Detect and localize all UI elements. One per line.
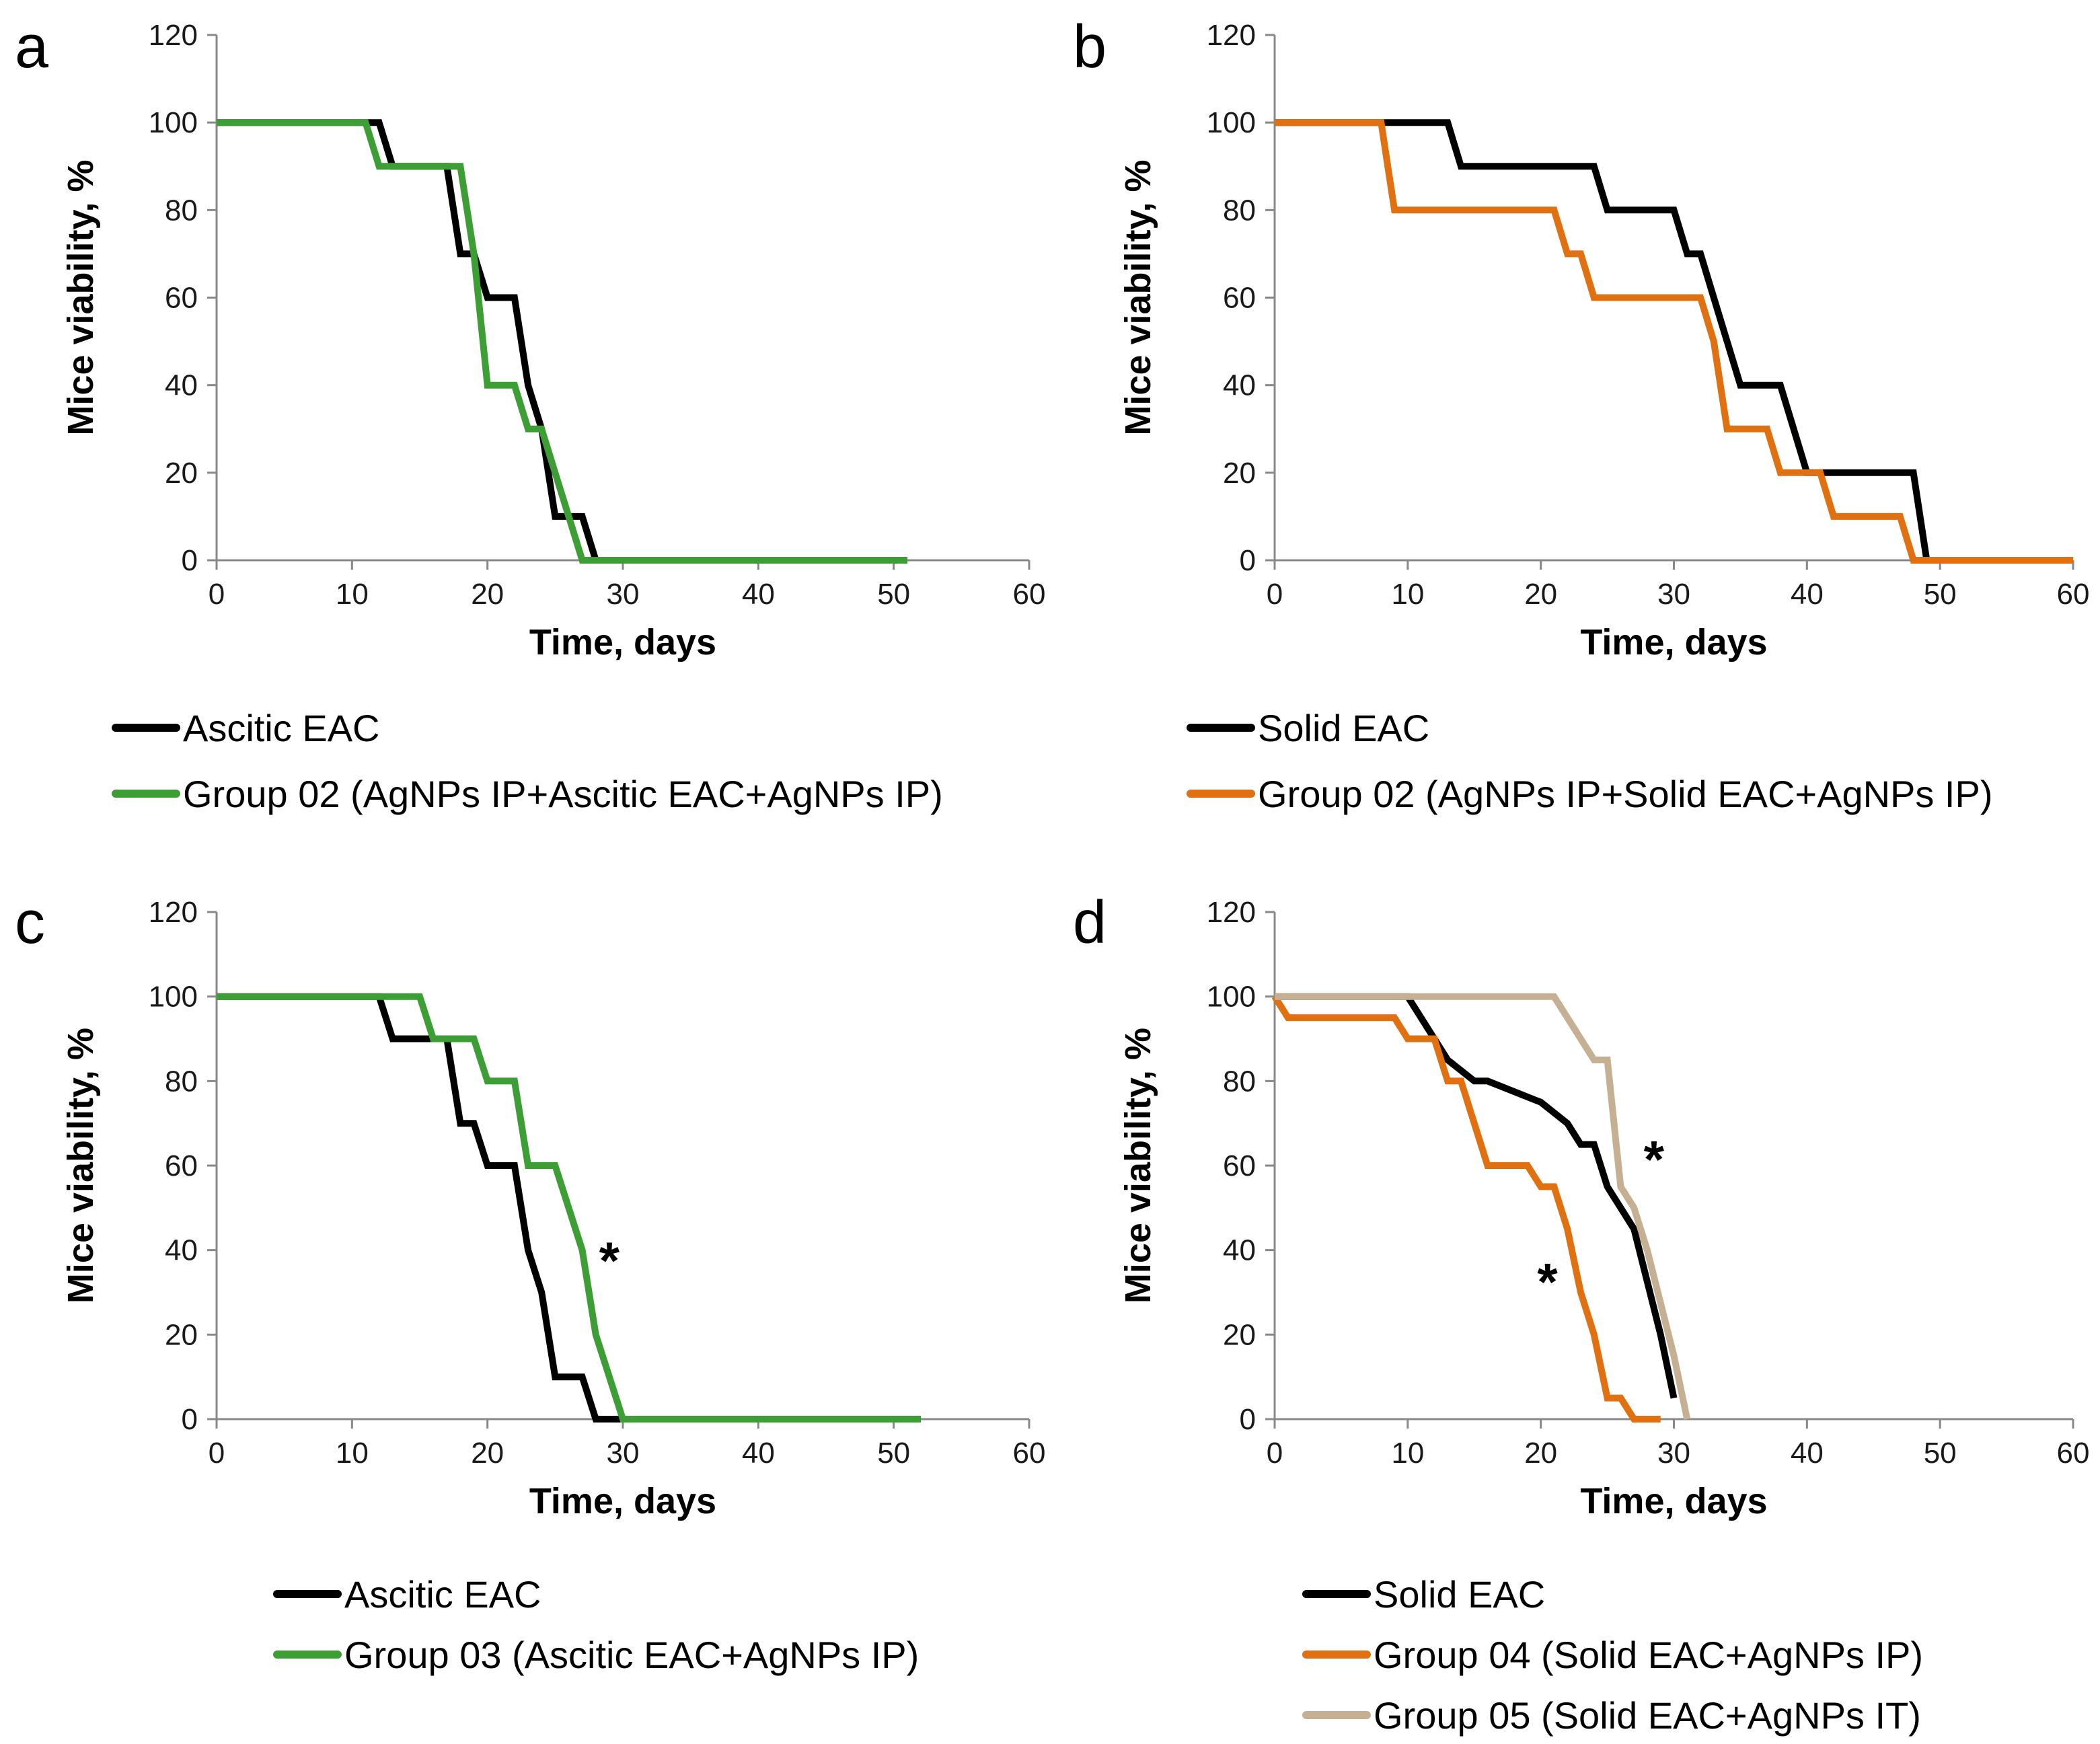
series-line-2	[1275, 119, 2073, 564]
legend-label: Solid EAC	[1258, 707, 1429, 749]
y-tick-label: 60	[1223, 1149, 1256, 1182]
y-tick-label: 0	[182, 1403, 198, 1436]
x-tick-label: 50	[1924, 1437, 1957, 1470]
chart-panel-a: a 0 20 40 60 80 100 120 0 10 20 30 40 50 60 Time, days M…	[15, 13, 1045, 815]
legend-label: Ascitic EAC	[183, 707, 380, 749]
x-axis-title: Time, days	[1580, 622, 1767, 662]
legend-label: Group 02 (AgNPs IP+Ascitic EAC+AgNPs IP)	[183, 773, 943, 815]
x-axis-title: Time, days	[529, 622, 716, 662]
y-tick-label: 120	[1207, 896, 1256, 929]
x-tick-label: 60	[1013, 1437, 1046, 1470]
y-tick-label: 20	[165, 1318, 198, 1351]
y-tick-label: 20	[165, 457, 198, 490]
x-tick-label: 0	[209, 1437, 225, 1470]
x-tick-label: 30	[607, 578, 640, 611]
y-tick-label: 80	[165, 194, 198, 227]
legend-label: Ascitic EAC	[344, 1573, 541, 1616]
y-tick-label: 120	[149, 19, 198, 52]
y-tick-label: 20	[1223, 457, 1256, 490]
y-tick-label: 40	[165, 369, 198, 402]
y-tick-label: 80	[165, 1065, 198, 1098]
panel-letter: a	[15, 13, 49, 81]
y-tick-label: 80	[1223, 1065, 1256, 1098]
y-axis-title: Mice viability, %	[1118, 1028, 1158, 1303]
x-tick-label: 20	[471, 578, 504, 611]
x-tick-label: 10	[1391, 1437, 1424, 1470]
series-line-1	[1275, 993, 1678, 1399]
x-tick-label: 0	[1267, 1437, 1283, 1470]
x-tick-label: 10	[1391, 578, 1424, 611]
series-line-1	[217, 993, 921, 1423]
x-tick-label: 0	[1267, 578, 1283, 611]
x-tick-label: 10	[336, 1437, 369, 1470]
y-tick-label: 100	[1207, 106, 1256, 139]
x-tick-label: 40	[742, 578, 775, 611]
panel-letter: c	[15, 889, 45, 956]
x-tick-label: 60	[2057, 578, 2090, 611]
y-tick-label: 100	[149, 981, 198, 1014]
x-tick-label: 50	[877, 1437, 910, 1470]
y-tick-label: 60	[165, 1149, 198, 1182]
y-tick-label: 60	[1223, 282, 1256, 315]
y-tick-label: 0	[182, 544, 198, 577]
series-line-2	[1271, 995, 1661, 1423]
x-tick-label: 0	[209, 578, 225, 611]
y-axis-title: Mice viability, %	[61, 159, 101, 435]
chart-panel-c: c 0 20 40 60 80 100 120 0 10 20 30 40 50 60 Time, days M…	[15, 889, 1045, 1676]
chart-panel-b: b 0 20 40 60 80 100 120 0 10 20 30 40 50 60 Time, days M…	[1073, 13, 2089, 815]
y-tick-label: 0	[1240, 1403, 1256, 1436]
x-tick-label: 50	[877, 578, 910, 611]
chart-panel-d: d 0 20 40 60 80 100 120 0 10 20 30 40 50 60 Time, days M…	[1073, 889, 2089, 1737]
y-tick-label: 20	[1223, 1318, 1256, 1351]
legend-label: Solid EAC	[1374, 1573, 1545, 1616]
x-tick-label: 40	[742, 1437, 775, 1470]
x-tick-label: 50	[1924, 578, 1957, 611]
y-tick-label: 40	[1223, 1234, 1256, 1267]
y-tick-label: 100	[1207, 981, 1256, 1014]
x-tick-label: 20	[471, 1437, 504, 1470]
x-axis-title: Time, days	[529, 1481, 716, 1521]
y-tick-label: 120	[1207, 19, 1256, 52]
x-axis-title: Time, days	[1580, 1481, 1767, 1521]
x-tick-label: 20	[1524, 578, 1557, 611]
legend-label: Group 04 (Solid EAC+AgNPs IP)	[1374, 1634, 1923, 1676]
y-tick-label: 0	[1240, 544, 1256, 577]
series-line-1	[1275, 119, 2073, 564]
significance-annotation: *	[1537, 1252, 1558, 1312]
x-tick-label: 40	[1791, 578, 1824, 611]
y-tick-label: 40	[1223, 369, 1256, 402]
legend-label: Group 03 (Ascitic EAC+AgNPs IP)	[344, 1634, 919, 1676]
legend-label: Group 05 (Solid EAC+AgNPs IT)	[1374, 1694, 1921, 1737]
significance-annotation: *	[599, 1231, 620, 1290]
y-axis-title: Mice viability, %	[1118, 159, 1158, 435]
y-tick-label: 120	[149, 896, 198, 929]
series-line-2	[217, 993, 921, 1423]
legend-label: Group 02 (AgNPs IP+Solid EAC+AgNPs IP)	[1258, 773, 1993, 815]
x-tick-label: 30	[1657, 578, 1690, 611]
y-tick-label: 80	[1223, 194, 1256, 227]
series-line-2	[217, 119, 907, 564]
y-axis-title: Mice viability, %	[61, 1028, 101, 1303]
panel-letter: b	[1073, 13, 1107, 81]
significance-annotation: *	[1644, 1129, 1665, 1188]
x-tick-label: 60	[1013, 578, 1046, 611]
panel-letter: d	[1073, 889, 1107, 956]
x-tick-label: 10	[336, 578, 369, 611]
x-tick-label: 40	[1791, 1437, 1824, 1470]
y-tick-label: 40	[165, 1234, 198, 1267]
y-tick-label: 100	[149, 106, 198, 139]
x-tick-label: 60	[2057, 1437, 2090, 1470]
x-tick-label: 20	[1524, 1437, 1557, 1470]
x-tick-label: 30	[607, 1437, 640, 1470]
y-tick-label: 60	[165, 282, 198, 315]
series-line-3	[1275, 993, 1691, 1420]
x-tick-label: 30	[1657, 1437, 1690, 1470]
